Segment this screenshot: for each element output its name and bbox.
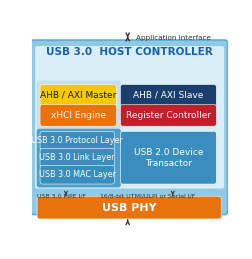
Text: 16/8-bit UTMI/ULPI or Serial I/F: 16/8-bit UTMI/ULPI or Serial I/F [100, 193, 195, 198]
FancyBboxPatch shape [40, 131, 114, 150]
Text: Application Interface: Application Interface [135, 35, 210, 41]
FancyBboxPatch shape [40, 165, 114, 184]
Text: USB 3.0  HOST CONTROLLER: USB 3.0 HOST CONTROLLER [46, 47, 212, 57]
FancyBboxPatch shape [35, 46, 223, 189]
FancyBboxPatch shape [120, 104, 215, 126]
FancyBboxPatch shape [30, 40, 227, 214]
Text: USB PHY: USB PHY [102, 203, 156, 213]
Text: AHB / AXI Master: AHB / AXI Master [40, 91, 116, 100]
FancyBboxPatch shape [37, 129, 120, 188]
Text: USB 3.0 PIPE I/F: USB 3.0 PIPE I/F [37, 193, 86, 198]
FancyBboxPatch shape [40, 148, 114, 167]
FancyBboxPatch shape [40, 84, 116, 106]
Text: USB 3.0 Protocol Layer: USB 3.0 Protocol Layer [31, 136, 123, 145]
Text: Register Controller: Register Controller [125, 111, 210, 120]
Text: AHB / AXI Slave: AHB / AXI Slave [133, 91, 203, 100]
Text: USB 3.0 MAC Layer: USB 3.0 MAC Layer [39, 170, 115, 179]
FancyBboxPatch shape [37, 81, 120, 130]
FancyBboxPatch shape [120, 131, 215, 184]
FancyBboxPatch shape [120, 84, 215, 106]
Text: USB 3.0 Link Layer: USB 3.0 Link Layer [39, 153, 114, 162]
FancyBboxPatch shape [37, 196, 220, 219]
Text: USB 2.0 Device
Transactor: USB 2.0 Device Transactor [133, 148, 202, 168]
FancyBboxPatch shape [40, 104, 116, 126]
Text: xHCI Engine: xHCI Engine [50, 111, 105, 120]
